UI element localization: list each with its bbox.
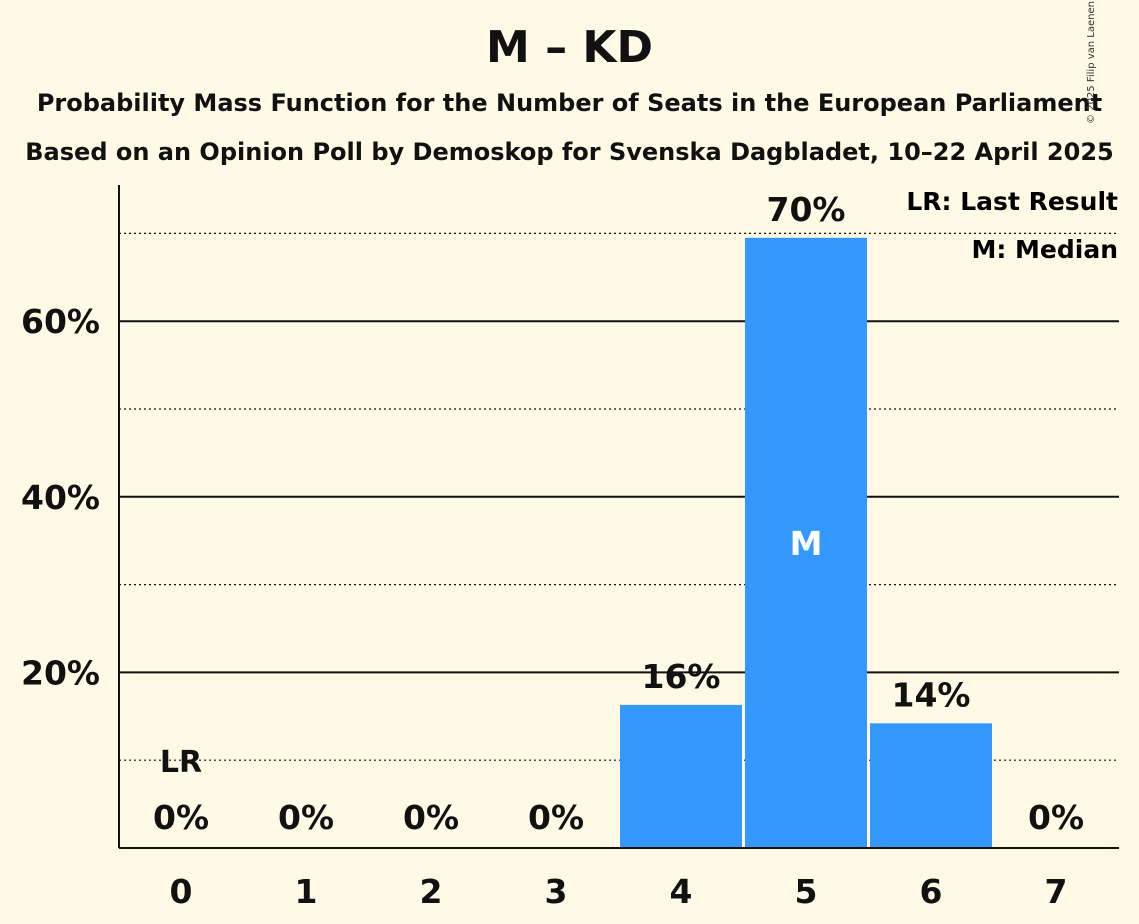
x-tick-label: 2 [420,872,443,911]
value-label: 0% [278,798,334,837]
chart-title: M – KD [485,22,654,73]
bar-6 [870,723,992,848]
bars [620,237,992,849]
axes: 20% 40% 60% 0 1 2 3 4 5 6 7 [21,185,1119,911]
y-tick-label: 20% [21,653,100,692]
value-label: 0% [153,798,209,837]
y-tick-label: 40% [21,478,100,517]
bar-4 [620,704,742,848]
value-label: 0% [403,798,459,837]
x-tick-label: 3 [545,872,568,911]
y-tick-label: 60% [21,302,100,341]
x-tick-label: 0 [170,872,193,911]
legend-median: M: Median [971,235,1118,264]
x-tick-label: 5 [795,872,818,911]
legend-last-result: LR: Last Result [906,187,1118,216]
chart-subtitle-source: Based on an Opinion Poll by Demoskop for… [25,138,1114,166]
x-tick-label: 1 [295,872,318,911]
x-tick-label: 4 [670,872,693,911]
value-labels: 0% 0% 0% 0% 16% 70% 14% 0% LR M [153,190,1084,837]
last-result-marker: LR [160,745,202,780]
x-tick-label: 6 [920,872,943,911]
value-label: 16% [642,657,721,696]
bar-5 [745,237,867,849]
value-label: 70% [767,190,846,229]
median-marker: M [790,524,823,563]
value-label: 0% [1028,798,1084,837]
value-label: 0% [528,798,584,837]
gridlines [119,232,1119,761]
value-label: 14% [892,675,971,714]
x-tick-label: 7 [1045,872,1068,911]
chart-subtitle: Probability Mass Function for the Number… [36,89,1103,117]
